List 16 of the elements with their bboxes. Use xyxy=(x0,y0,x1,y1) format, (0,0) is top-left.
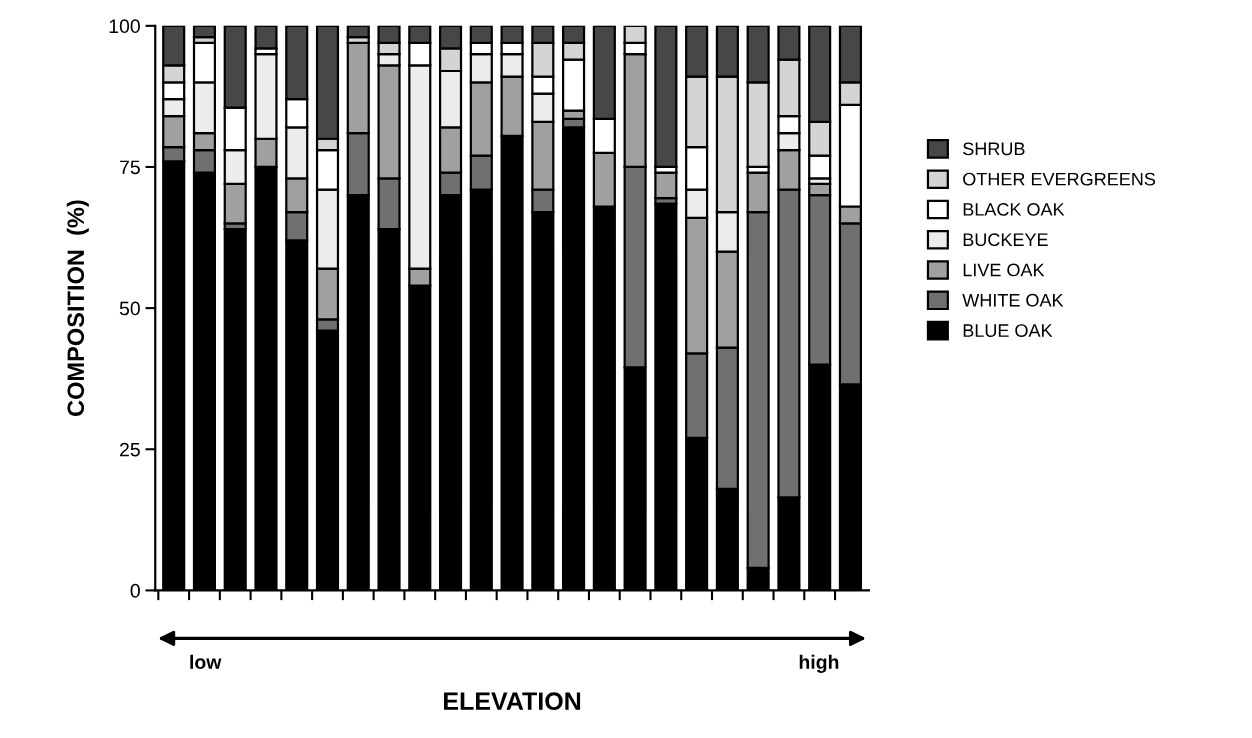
legend-label: SHRUB xyxy=(963,142,1025,156)
y-tick-label: 50 xyxy=(119,301,140,316)
y-tick-label: 100 xyxy=(109,19,140,34)
y-tick-label: 75 xyxy=(120,160,140,175)
text: high xyxy=(799,654,839,673)
legend-label: OTHER EVERGREENS xyxy=(963,172,1156,186)
legend-label: BLACK OAK xyxy=(963,203,1065,216)
x-axis-title: ELEVATION xyxy=(444,692,581,711)
legend-label: BUCKEYE xyxy=(963,233,1048,247)
legend-label: BLUE OAK xyxy=(963,324,1053,337)
legend-label: LIVE OAK xyxy=(963,263,1045,277)
y-tick-label: 25 xyxy=(120,442,140,457)
y-axis-title: COMPOSITION (%) xyxy=(66,200,89,417)
text: low xyxy=(190,654,222,670)
legend-label: WHITE OAK xyxy=(962,293,1064,307)
y-tick-label: 0 xyxy=(130,583,140,598)
